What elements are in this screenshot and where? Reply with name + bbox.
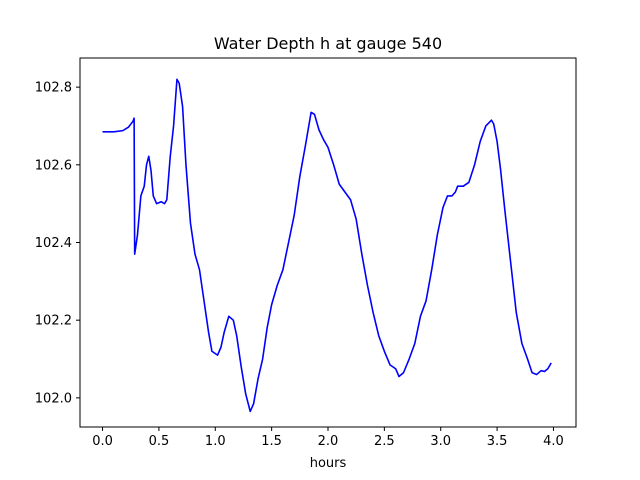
x-tick-label: 2.0 — [318, 434, 339, 449]
y-axis: 102.0 102.2 102.4 102.6 102.8 — [35, 81, 80, 406]
y-tick-label: 102.2 — [35, 314, 72, 329]
x-tick-label: 1.0 — [205, 434, 226, 449]
chart-title: Water Depth h at gauge 540 — [214, 34, 442, 53]
y-tick-label: 102.6 — [35, 158, 72, 173]
y-tick-label: 102.8 — [35, 81, 72, 96]
x-tick-label: 2.5 — [374, 434, 395, 449]
x-tick-label: 4.0 — [543, 434, 564, 449]
series-line — [102, 78, 552, 413]
x-tick-label: 3.0 — [430, 434, 451, 449]
x-axis: 0.0 0.5 1.0 1.5 2.0 2.5 3.0 3.5 4.0 — [92, 427, 564, 449]
x-tick-label: 1.5 — [261, 434, 282, 449]
y-tick-label: 102.0 — [35, 391, 72, 406]
y-tick-label: 102.4 — [35, 236, 72, 251]
x-tick-label: 3.5 — [487, 434, 508, 449]
x-axis-label: hours — [310, 456, 347, 471]
x-tick-label: 0.0 — [92, 434, 113, 449]
x-tick-label: 0.5 — [149, 434, 170, 449]
